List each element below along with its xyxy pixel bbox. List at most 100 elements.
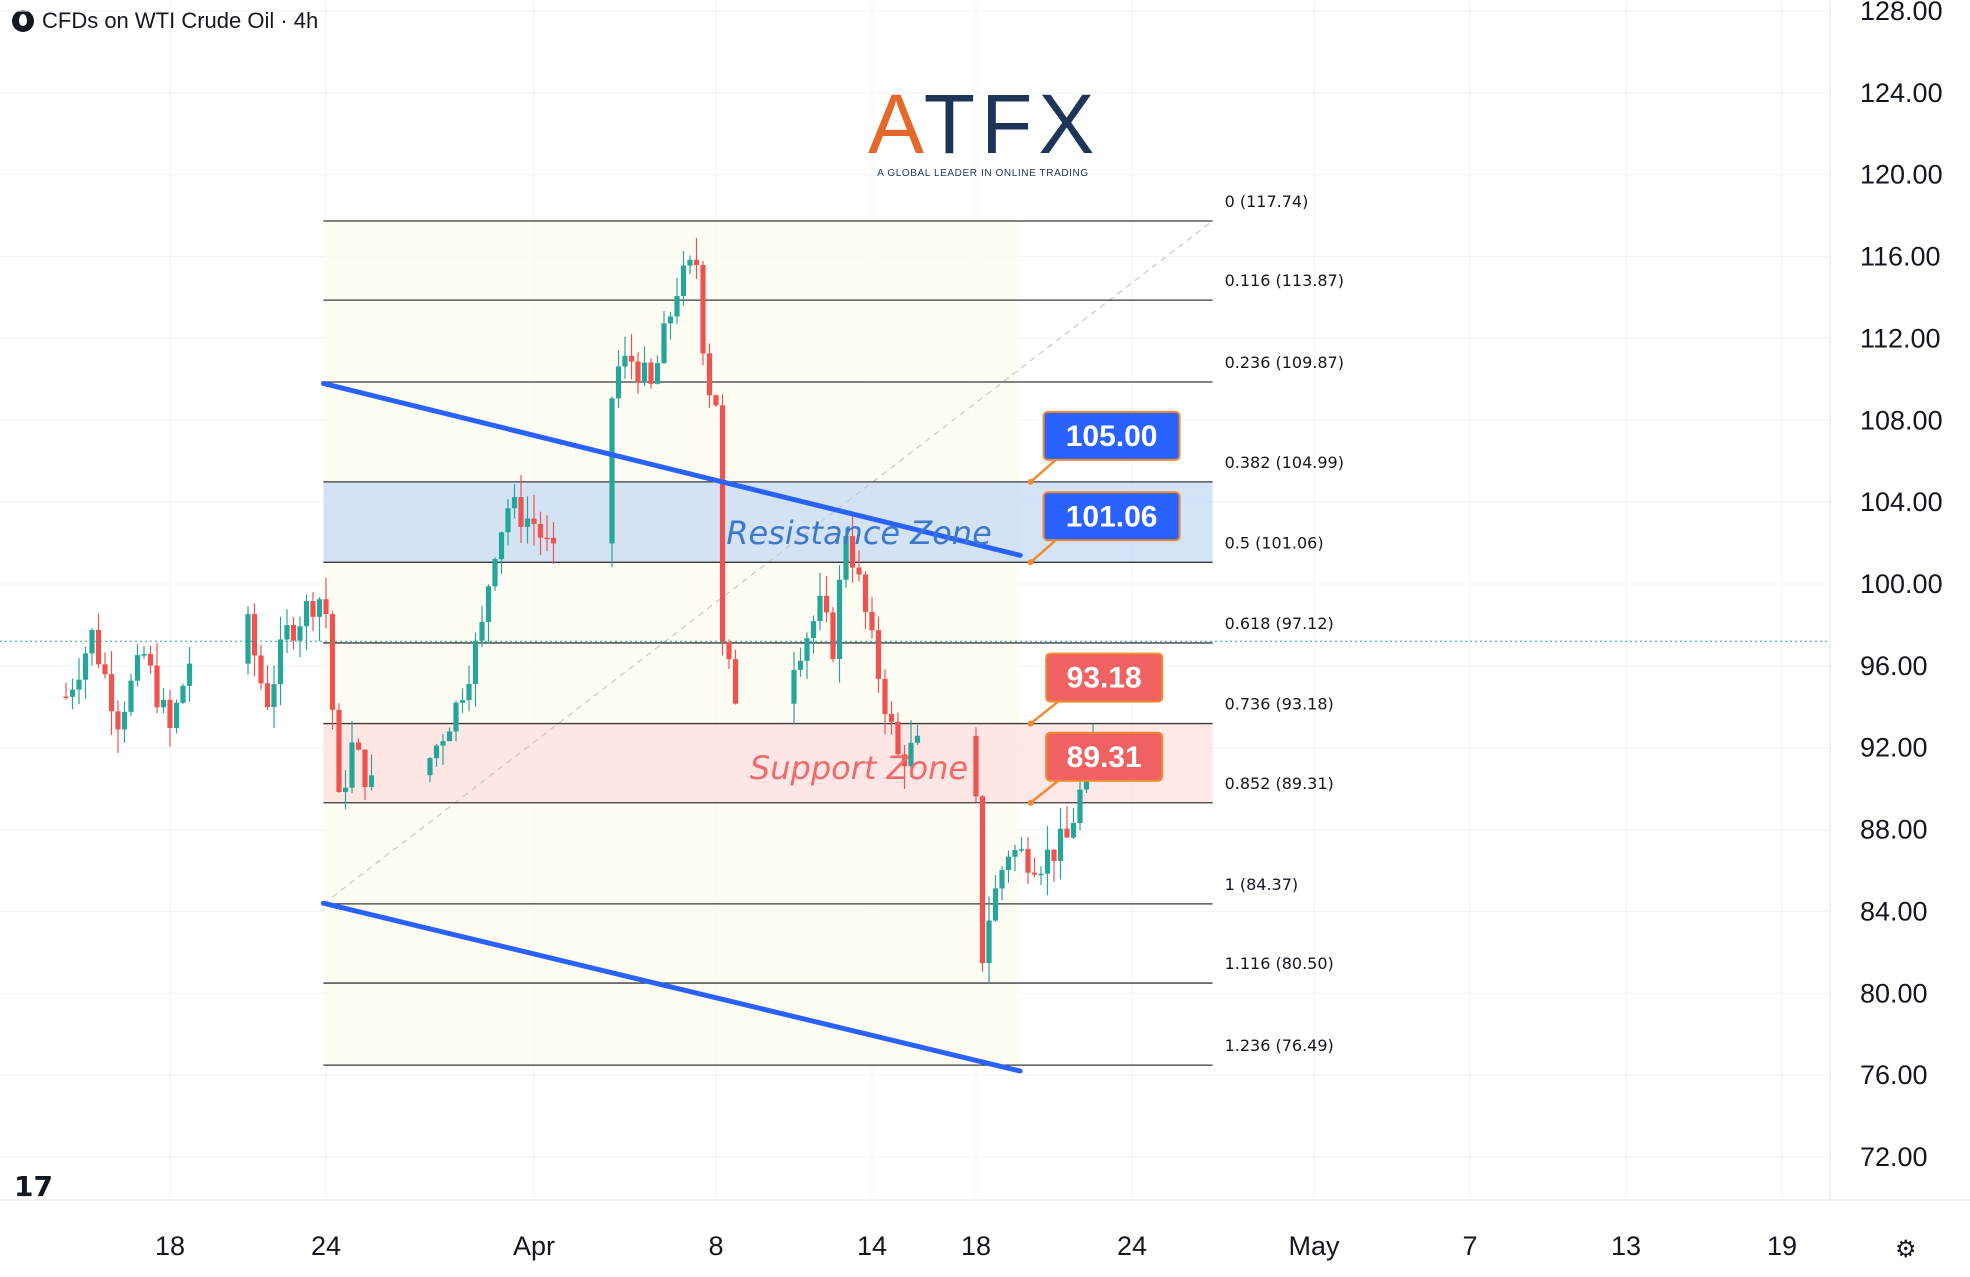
candle-body bbox=[713, 395, 719, 406]
candle bbox=[277, 616, 284, 706]
candle bbox=[336, 703, 342, 793]
candle bbox=[1077, 780, 1083, 831]
candle bbox=[1025, 837, 1031, 884]
candle bbox=[446, 727, 453, 742]
candle bbox=[102, 652, 108, 679]
candle-body bbox=[466, 683, 472, 701]
candle bbox=[355, 738, 362, 751]
fib-level-label: 0.618 (97.12) bbox=[1225, 614, 1334, 633]
candle bbox=[284, 609, 290, 654]
candle-body bbox=[173, 702, 180, 728]
callout-label: 89.31 bbox=[1067, 741, 1142, 774]
x-tick-label: May bbox=[1288, 1231, 1340, 1261]
candle-body bbox=[1064, 828, 1070, 838]
candle-body bbox=[277, 639, 284, 685]
candle-body bbox=[641, 362, 648, 383]
candle-body bbox=[1070, 823, 1077, 838]
x-tick-label: 13 bbox=[1611, 1231, 1641, 1261]
candle bbox=[63, 682, 69, 700]
candle bbox=[492, 557, 498, 591]
candle bbox=[531, 494, 537, 546]
candle bbox=[992, 875, 999, 922]
candle-body bbox=[875, 630, 882, 679]
candle bbox=[69, 678, 76, 710]
callout-leader bbox=[1029, 539, 1057, 564]
candle bbox=[804, 632, 810, 679]
price-callout: 101.06 bbox=[1027, 491, 1181, 566]
candle bbox=[680, 250, 687, 306]
candle-body bbox=[830, 612, 836, 659]
candle bbox=[433, 743, 440, 767]
candle bbox=[349, 721, 355, 794]
candle bbox=[817, 572, 823, 631]
candle bbox=[810, 615, 817, 654]
candle bbox=[537, 511, 544, 555]
logo-tagline: A GLOBAL LEADER IN ONLINE TRADING bbox=[877, 168, 1089, 179]
candle bbox=[609, 396, 615, 568]
candle-body bbox=[323, 599, 329, 615]
candle-body bbox=[732, 659, 739, 704]
candle bbox=[862, 571, 869, 630]
callout-leader bbox=[1029, 700, 1059, 725]
candle bbox=[82, 646, 89, 699]
candle bbox=[1031, 857, 1038, 877]
candle bbox=[797, 647, 804, 677]
tradingview-logo-icon[interactable]: 17 bbox=[14, 1170, 53, 1203]
candle bbox=[895, 712, 901, 757]
candle bbox=[914, 724, 921, 745]
candle-body bbox=[882, 678, 888, 714]
candle-body bbox=[1012, 850, 1018, 857]
symbol-title[interactable]: CFDs on WTI Crude Oil · 4h bbox=[42, 8, 319, 33]
callout-box bbox=[1042, 491, 1181, 542]
candle-body bbox=[154, 665, 160, 708]
x-tick-label: 7 bbox=[1462, 1231, 1477, 1261]
x-tick-label: 19 bbox=[1767, 1231, 1797, 1261]
candle bbox=[310, 592, 316, 632]
candle bbox=[342, 770, 349, 810]
candle bbox=[89, 628, 95, 666]
candle bbox=[160, 688, 167, 714]
candle-body bbox=[186, 663, 193, 686]
candle bbox=[303, 594, 310, 650]
gear-icon[interactable]: ⚙ bbox=[1895, 1236, 1917, 1263]
candle-body bbox=[446, 731, 453, 742]
x-tick-label: Apr bbox=[513, 1231, 555, 1261]
candle-body bbox=[76, 679, 82, 690]
candle bbox=[485, 584, 492, 644]
candle bbox=[628, 334, 635, 380]
y-tick-label: 92.00 bbox=[1860, 733, 1928, 763]
candle-body bbox=[992, 888, 999, 921]
candle-body bbox=[706, 353, 713, 396]
candle-body bbox=[719, 405, 726, 642]
candle-body bbox=[622, 355, 628, 367]
candle-body bbox=[297, 626, 303, 641]
callout-leader bbox=[1029, 779, 1059, 804]
candle-body bbox=[999, 869, 1005, 889]
candle-body bbox=[680, 265, 687, 297]
candle-body bbox=[693, 259, 700, 266]
candle-body bbox=[1051, 849, 1057, 861]
callout-anchor bbox=[1027, 720, 1034, 727]
candle bbox=[264, 665, 271, 711]
callout-anchor bbox=[1027, 559, 1034, 566]
resistance-zone-label: Resistance Zone bbox=[726, 514, 992, 552]
candle bbox=[173, 699, 180, 734]
price-callout: 105.00 bbox=[1027, 410, 1181, 485]
candle bbox=[167, 689, 173, 747]
candle bbox=[1051, 849, 1057, 882]
candle-body bbox=[895, 721, 901, 755]
candle-body bbox=[264, 683, 271, 707]
candle bbox=[186, 646, 193, 702]
candle bbox=[95, 613, 102, 669]
x-tick-label: 24 bbox=[1117, 1231, 1147, 1261]
candle-body bbox=[459, 700, 466, 703]
callout-box bbox=[1045, 652, 1164, 703]
candle bbox=[979, 795, 986, 972]
candle bbox=[856, 550, 862, 582]
candle-body bbox=[979, 796, 986, 964]
candle bbox=[830, 607, 836, 663]
candle bbox=[1005, 850, 1012, 883]
candle-body bbox=[537, 523, 544, 538]
candle bbox=[544, 515, 550, 552]
